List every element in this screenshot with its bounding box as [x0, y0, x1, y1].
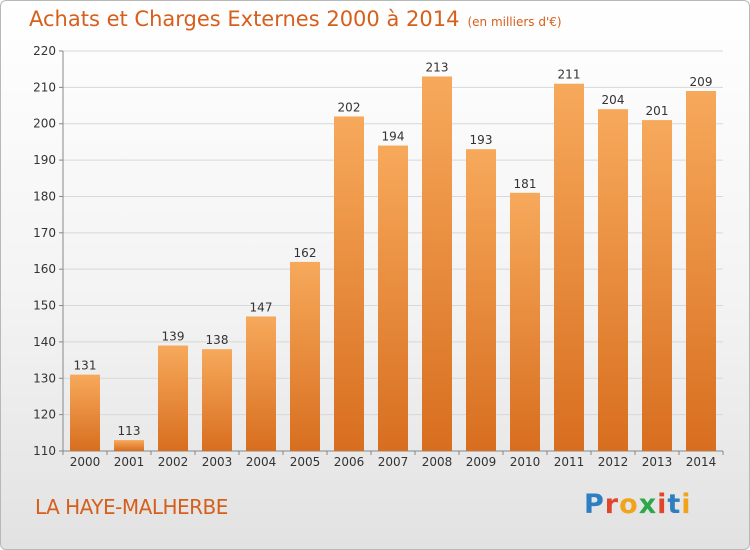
- logo-letter: i: [657, 489, 668, 520]
- bar-value-label: 202: [338, 100, 361, 114]
- bar: [202, 349, 232, 451]
- y-tick-label: 170: [33, 226, 56, 240]
- bar: [246, 316, 276, 451]
- x-tick-label: 2014: [686, 455, 717, 469]
- logo-letter: P: [584, 489, 605, 520]
- bar: [334, 116, 364, 452]
- x-tick-label: 2012: [598, 455, 629, 469]
- logo-letter: r: [604, 489, 620, 520]
- x-tick-label: 2006: [334, 455, 365, 469]
- x-tick-label: 2009: [466, 455, 497, 469]
- logo-letter: o: [619, 489, 639, 520]
- y-tick-label: 140: [33, 335, 56, 349]
- logo-letter: x: [638, 489, 658, 520]
- y-tick-label: 190: [33, 153, 56, 167]
- bar-value-label: 209: [690, 75, 713, 89]
- bar-value-label: 194: [382, 130, 405, 144]
- x-tick-label: 2008: [422, 455, 453, 469]
- bar-value-label: 147: [250, 300, 273, 314]
- x-tick-label: 2010: [510, 455, 541, 469]
- bar-value-label: 193: [470, 133, 493, 147]
- bar: [378, 145, 408, 451]
- y-tick-label: 210: [33, 80, 56, 94]
- chart-title-text: Achats et Charges Externes 2000 à 2014: [29, 7, 460, 31]
- x-tick-label: 2013: [642, 455, 673, 469]
- bar: [466, 149, 496, 451]
- x-tick-label: 2002: [158, 455, 189, 469]
- bar: [598, 109, 628, 451]
- x-tick-label: 2011: [554, 455, 585, 469]
- chart-subtitle: (en milliers d'€): [467, 15, 562, 29]
- bar-value-label: 213: [426, 60, 449, 74]
- bar-value-label: 204: [602, 93, 625, 107]
- bar: [422, 76, 452, 452]
- y-tick-label: 110: [33, 444, 56, 458]
- x-tick-label: 2000: [70, 455, 101, 469]
- y-tick-label: 180: [33, 189, 56, 203]
- bar-value-label: 131: [74, 359, 97, 373]
- y-tick-label: 220: [33, 44, 56, 58]
- bar-value-label: 162: [294, 246, 317, 260]
- proxiti-logo: Proxiti: [584, 489, 692, 520]
- bar: [510, 192, 540, 451]
- bar: [554, 83, 584, 452]
- bar: [70, 374, 100, 451]
- bar-value-label: 113: [118, 424, 141, 438]
- bar-value-label: 181: [514, 177, 537, 191]
- y-tick-label: 130: [33, 371, 56, 385]
- bar-value-label: 138: [206, 333, 229, 347]
- commune-name: LA HAYE-MALHERBE: [35, 495, 228, 519]
- logo-letter: i: [681, 489, 692, 520]
- x-tick-label: 2003: [202, 455, 233, 469]
- x-tick-label: 2004: [246, 455, 277, 469]
- x-tick-label: 2007: [378, 455, 409, 469]
- y-tick-label: 160: [33, 262, 56, 276]
- x-tick-label: 2005: [290, 455, 321, 469]
- bar: [686, 91, 716, 451]
- y-tick-label: 150: [33, 299, 56, 313]
- bar-value-label: 139: [162, 330, 185, 344]
- bar-value-label: 211: [558, 68, 581, 82]
- bar: [114, 440, 144, 451]
- y-tick-label: 120: [33, 408, 56, 422]
- bar: [290, 261, 320, 451]
- x-tick-label: 2001: [114, 455, 145, 469]
- logo-letter: t: [667, 489, 682, 520]
- chart-title: Achats et Charges Externes 2000 à 2014 (e…: [29, 7, 562, 31]
- y-tick-label: 200: [33, 117, 56, 131]
- bar: [158, 345, 188, 451]
- bar: [642, 120, 672, 451]
- bar-value-label: 201: [646, 104, 669, 118]
